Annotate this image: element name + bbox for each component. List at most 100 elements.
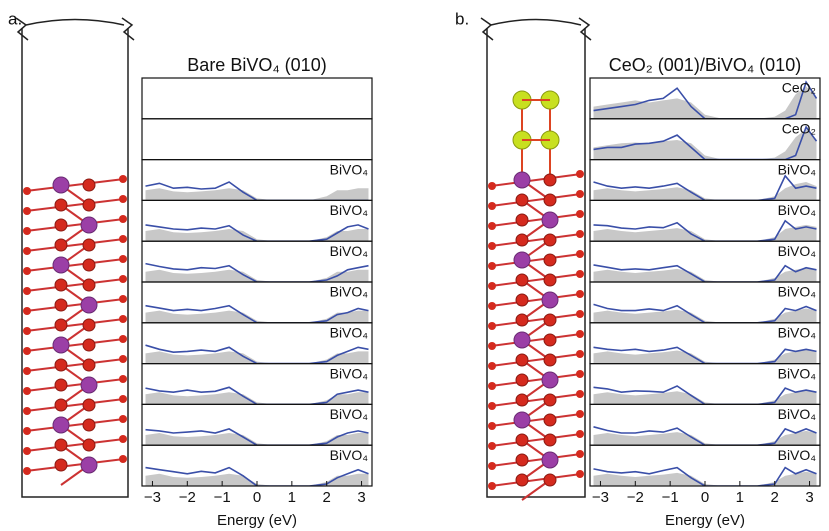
o-atom bbox=[576, 270, 584, 278]
o-atom bbox=[23, 407, 31, 415]
bond bbox=[25, 278, 125, 292]
dos-area bbox=[593, 182, 817, 201]
dos-area bbox=[593, 224, 817, 242]
o-atom bbox=[488, 302, 496, 310]
o-atom bbox=[576, 230, 584, 238]
bond bbox=[25, 218, 125, 232]
x-tick-label: −3 bbox=[144, 489, 161, 506]
subplot-frame bbox=[141, 77, 373, 120]
panel-label: b. bbox=[455, 9, 469, 28]
dos-area bbox=[145, 433, 369, 446]
o-atom bbox=[543, 273, 557, 287]
o-atom bbox=[488, 242, 496, 250]
o-atom bbox=[54, 378, 68, 392]
o-atom bbox=[119, 315, 127, 323]
o-atom bbox=[543, 253, 557, 267]
o-atom bbox=[119, 255, 127, 263]
bond bbox=[490, 253, 582, 267]
bond bbox=[25, 358, 125, 372]
dos-line bbox=[145, 224, 369, 242]
bi-atom bbox=[541, 211, 559, 229]
dos-line bbox=[593, 264, 817, 282]
crystal-structure bbox=[480, 17, 592, 501]
o-atom bbox=[576, 190, 584, 198]
o-atom bbox=[488, 462, 496, 470]
o-atom bbox=[543, 313, 557, 327]
o-atom bbox=[119, 395, 127, 403]
o-atom bbox=[576, 450, 584, 458]
o-atom bbox=[515, 393, 529, 407]
bi-atom bbox=[80, 376, 98, 394]
o-atom bbox=[23, 267, 31, 275]
bond bbox=[25, 238, 125, 252]
o-atom bbox=[54, 198, 68, 212]
o-atom bbox=[54, 218, 68, 232]
x-tick-label: 2 bbox=[771, 489, 779, 506]
o-atom bbox=[54, 278, 68, 292]
dos-line bbox=[145, 262, 369, 282]
o-atom bbox=[119, 235, 127, 243]
x-axis-label: Energy (eV) bbox=[665, 512, 745, 529]
x-tick-label: 0 bbox=[701, 489, 709, 506]
dos-area bbox=[145, 269, 369, 282]
dos-line bbox=[593, 80, 818, 119]
x-tick-label: 1 bbox=[288, 489, 296, 506]
panel-series-label: BiVO₄ bbox=[330, 365, 369, 381]
bond bbox=[25, 178, 125, 192]
bi-atom bbox=[513, 251, 531, 269]
o-atom bbox=[54, 438, 68, 452]
o-atom bbox=[576, 290, 584, 298]
bi-atom bbox=[52, 176, 70, 194]
o-atom bbox=[119, 275, 127, 283]
dos-area bbox=[145, 310, 369, 323]
o-atom bbox=[576, 210, 584, 218]
bond bbox=[490, 193, 582, 207]
o-atom bbox=[82, 178, 96, 192]
o-atom bbox=[543, 433, 557, 447]
o-atom bbox=[576, 430, 584, 438]
o-atom bbox=[488, 442, 496, 450]
x-tick-label: −1 bbox=[662, 489, 679, 506]
dos-area bbox=[593, 430, 817, 446]
o-atom bbox=[54, 398, 68, 412]
o-atom bbox=[515, 233, 529, 247]
panel-series-label: BiVO₄ bbox=[330, 284, 369, 300]
o-atom bbox=[543, 393, 557, 407]
dos-area bbox=[145, 473, 369, 486]
o-atom bbox=[576, 350, 584, 358]
panel-series-label: BiVO₄ bbox=[330, 161, 369, 177]
bi-atom bbox=[541, 371, 559, 389]
o-atom bbox=[515, 273, 529, 287]
break-mark bbox=[578, 17, 592, 41]
o-atom bbox=[119, 355, 127, 363]
o-atom bbox=[23, 287, 31, 295]
o-atom bbox=[119, 435, 127, 443]
x-tick-label: −2 bbox=[627, 489, 644, 506]
o-atom bbox=[488, 402, 496, 410]
break-mark bbox=[121, 17, 135, 41]
dos-area bbox=[145, 392, 369, 405]
o-atom bbox=[488, 422, 496, 430]
o-atom bbox=[119, 335, 127, 343]
break-mark bbox=[15, 17, 29, 41]
o-atom bbox=[119, 195, 127, 203]
panel-label: a. bbox=[8, 9, 22, 28]
o-atom bbox=[23, 207, 31, 215]
o-atom bbox=[23, 327, 31, 335]
o-atom bbox=[515, 373, 529, 387]
panel-series-label: BiVO₄ bbox=[778, 243, 817, 259]
panel-series-label: BiVO₄ bbox=[778, 365, 817, 381]
o-atom bbox=[54, 318, 68, 332]
o-atom bbox=[23, 247, 31, 255]
x-tick-label: −3 bbox=[592, 489, 609, 506]
x-tick-label: −1 bbox=[214, 489, 231, 506]
dos-area bbox=[593, 267, 817, 282]
bi-atom bbox=[52, 336, 70, 354]
panel-series-label: BiVO₄ bbox=[778, 202, 817, 218]
bond bbox=[25, 338, 125, 352]
bond bbox=[25, 378, 125, 392]
o-atom bbox=[82, 438, 96, 452]
o-atom bbox=[54, 238, 68, 252]
dos-area bbox=[145, 229, 369, 242]
